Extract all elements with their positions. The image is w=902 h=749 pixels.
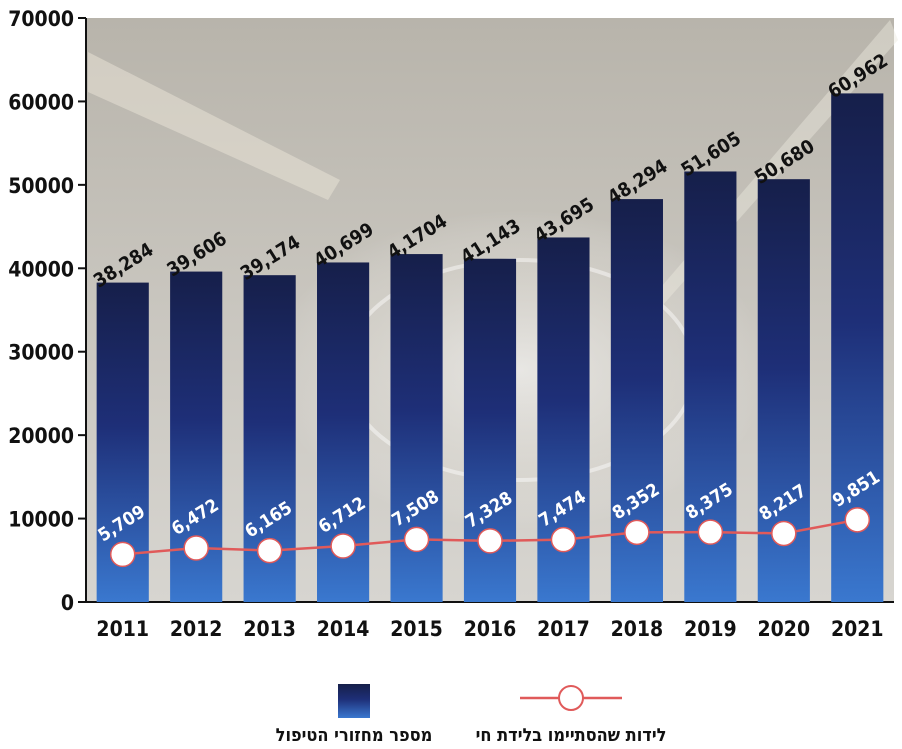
line-point-2015 xyxy=(403,526,430,553)
legend-label-bar: מספר מחזורי הטיפול xyxy=(276,725,433,746)
line-point-2013 xyxy=(256,537,283,564)
line-point-2011 xyxy=(109,541,136,568)
y-tick-label: 50000 xyxy=(8,174,74,198)
legend-label-line: לידות שהסתיימו בלידת חי xyxy=(476,725,667,746)
legend: לידות שהסתיימו בלידת חי מספר מחזורי הטיפ… xyxy=(276,684,667,746)
x-tick-label: 2016 xyxy=(464,617,517,641)
y-tick-label: 40000 xyxy=(8,257,74,281)
line-series xyxy=(109,507,871,568)
x-tick-label: 2021 xyxy=(831,617,884,641)
legend-bar-swatch xyxy=(338,684,370,718)
x-tick-label: 2011 xyxy=(96,617,149,641)
line-point-2012 xyxy=(183,535,209,561)
x-tick-label: 2015 xyxy=(390,617,443,641)
line-point-2017 xyxy=(550,526,577,553)
y-tick-label: 70000 xyxy=(8,7,74,31)
x-tick-label: 2013 xyxy=(243,617,296,641)
x-tick-labels: 2011 2012 2013 2014 2015 2016 2017 2018 2019 2020… xyxy=(96,617,883,641)
line-point-2019 xyxy=(697,519,724,545)
line-point-2020 xyxy=(771,520,797,547)
legend-item-bar: מספר מחזורי הטיפול xyxy=(276,684,433,746)
y-tick-label: 0 xyxy=(61,591,74,615)
y-tick-label: 60000 xyxy=(8,90,74,114)
x-tick-label: 2020 xyxy=(758,617,811,641)
y-tick-labels: 0 10000 20000 30000 40000 50000 60000 70000 xyxy=(8,7,86,615)
y-tick-label: 20000 xyxy=(8,424,74,448)
line-point-2016 xyxy=(477,528,503,554)
legend-marker-swatch xyxy=(558,685,584,711)
y-tick-label: 10000 xyxy=(8,508,74,532)
y-tick-label: 30000 xyxy=(8,341,74,365)
line-point-2014 xyxy=(330,533,356,559)
legend-item-line: לידות שהסתיימו בלידת חי xyxy=(476,685,667,746)
x-tick-label: 2018 xyxy=(611,617,664,641)
line-point-2018 xyxy=(624,519,650,546)
x-tick-label: 2014 xyxy=(317,617,370,641)
x-tick-label: 2012 xyxy=(170,617,223,641)
line-point-2021 xyxy=(844,507,871,533)
x-tick-label: 2019 xyxy=(684,617,737,641)
x-tick-label: 2017 xyxy=(537,617,590,641)
